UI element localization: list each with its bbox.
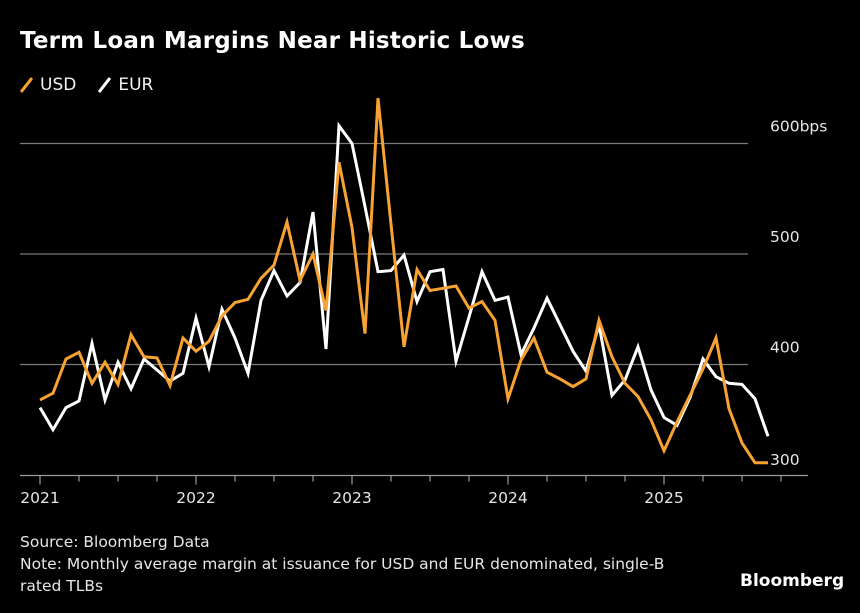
legend-label-usd: USD (40, 75, 77, 95)
gridlines (20, 142, 748, 366)
legend-item-eur: EUR (98, 75, 153, 95)
x-tick-label-2021: 2021 (20, 489, 59, 507)
source-text: Source: Bloomberg Data (20, 533, 210, 551)
series-line-eur (38, 121, 770, 437)
legend: USD EUR (20, 75, 175, 95)
x-tick-label-2022: 2022 (176, 489, 215, 507)
legend-label-eur: EUR (118, 75, 154, 95)
chart-title: Term Loan Margins Near Historic Lows (20, 28, 525, 54)
y-tick-label-500: 500 (770, 228, 800, 246)
x-axis-labels: 2021 2022 2023 2024 2025 (20, 489, 683, 507)
series-lines (38, 98, 770, 465)
x-tick-label-2024: 2024 (488, 489, 527, 507)
note-text-line2: rated TLBs (20, 577, 104, 595)
x-tick-label-2023: 2023 (332, 489, 371, 507)
y-tick-label-600: 600bps (770, 118, 827, 136)
y-tick-label-400: 400 (770, 339, 800, 357)
note-text-line1: Note: Monthly average margin at issuance… (20, 555, 665, 573)
legend-item-usd: USD (20, 75, 76, 95)
y-tick-label-300: 300 (770, 451, 800, 469)
series-line-usd (39, 98, 768, 465)
x-tick-label-2025: 2025 (644, 489, 683, 507)
footer-notes: Source: Bloomberg Data Note: Monthly ave… (20, 531, 664, 597)
bloomberg-logo: Bloomberg (740, 571, 845, 591)
x-axis (20, 474, 808, 485)
y-axis-labels: 300 400 500 600bps (770, 118, 827, 470)
